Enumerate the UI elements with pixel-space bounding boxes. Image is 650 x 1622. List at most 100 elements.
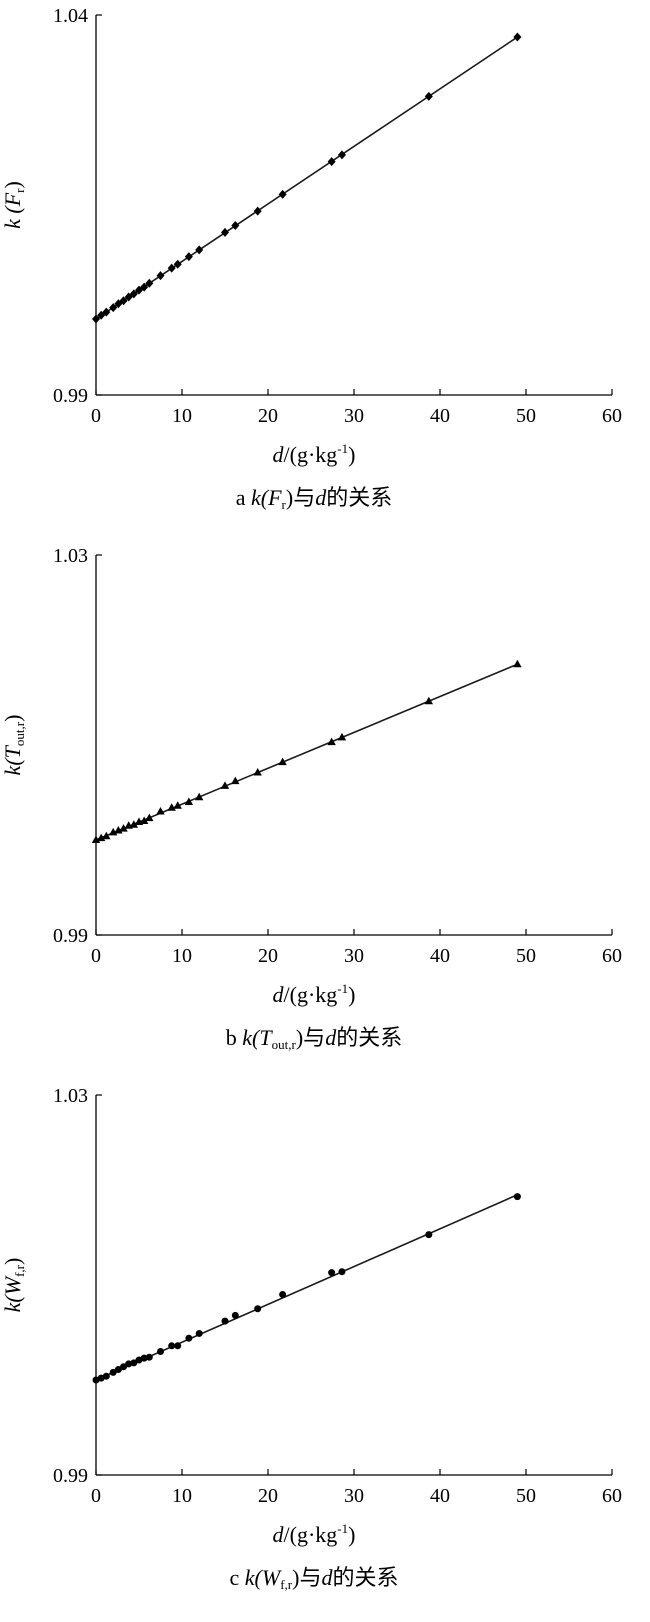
chart_data-1-xlabel-unit_pre: /(g·kg: [284, 982, 338, 1007]
chart_data-2-ylabel-pre: k(: [0, 1294, 25, 1313]
y-tick-label: 1.04: [53, 5, 88, 27]
data-point: [278, 757, 287, 766]
data-point: [253, 768, 262, 776]
data-point: [120, 1363, 128, 1371]
x-tick-label: 60: [602, 1485, 622, 1507]
chart_data-2-ylabel-post: ): [0, 1258, 25, 1265]
y-axis-title: k(Tout,r): [0, 715, 27, 776]
chart_data-2-caption-mid: 与: [299, 1565, 321, 1590]
data-point: [231, 1311, 239, 1319]
chart_data-0-caption-pre: k(: [251, 485, 270, 510]
chart_data-0-ylabel-sub: r: [12, 188, 27, 193]
data-point: [139, 816, 149, 824]
chart_data-1-caption-mid: 与: [303, 1025, 325, 1050]
x-tick-label: 0: [91, 1485, 101, 1507]
chart_data-2-caption-sub: f,r: [280, 1577, 293, 1592]
x-axis-title: d/(g·kg-1): [273, 981, 356, 1007]
chart_data-0-caption-tail: 的关系: [326, 485, 392, 510]
data-point: [185, 1334, 193, 1342]
chart_data-2-ylabel-var: W: [0, 1275, 25, 1295]
data-point: [231, 776, 240, 785]
fit-line: [95, 36, 518, 320]
chart_data-0-xlabel-var: d: [273, 442, 285, 467]
chart-b: 0 10 20 30 40 50 600.991.03k(Tout,r)d/(g·kg-1)…: [0, 545, 622, 1052]
data-point: [157, 1348, 164, 1355]
fit-line: [95, 1194, 518, 1381]
x-tick-label: 30: [344, 945, 364, 967]
data-point: [129, 289, 138, 299]
data-point: [327, 737, 336, 746]
data-point: [231, 221, 240, 231]
data-point: [278, 189, 287, 199]
chart_data-1-caption-sub: out,r: [272, 1037, 297, 1052]
x-axis-title: d/(g·kg-1): [273, 1521, 356, 1547]
data-point: [221, 1317, 229, 1325]
x-tick-label: 40: [430, 405, 450, 427]
data-point: [195, 1329, 203, 1337]
data-point: [279, 1291, 287, 1298]
chart_data-2-xlabel-unit_post: ): [348, 1522, 355, 1547]
data-point: [424, 696, 434, 705]
data-point: [195, 245, 204, 255]
x-tick-label: 20: [258, 405, 278, 427]
data-point: [102, 307, 111, 317]
chart_data-2-caption-letter: c: [230, 1565, 245, 1590]
chart_data-0-xlabel-unit_pre: /(g·kg: [284, 442, 338, 467]
chart_data-2-xlabel-sup: -1: [337, 1521, 348, 1536]
data-point: [195, 792, 204, 801]
chart_data-1-caption-post: ): [296, 1025, 303, 1050]
chart-c: 0 10 20 30 40 50 600.991.03k(Wf,r)d/(g·kg-1)c …: [0, 1085, 622, 1592]
data-point: [96, 833, 106, 842]
data-point: [109, 303, 118, 313]
x-tick-label: 30: [344, 405, 364, 427]
data-point: [221, 227, 229, 237]
chart_data-0-caption-post: ): [286, 485, 293, 510]
data-point: [513, 659, 522, 668]
data-point: [513, 1193, 521, 1201]
data-point: [184, 797, 194, 805]
chart_data-1-xlabel-var: d: [273, 982, 285, 1007]
data-point: [167, 803, 176, 811]
data-point: [337, 150, 346, 160]
x-tick-label: 50: [516, 945, 536, 967]
x-tick-label: 10: [172, 1485, 192, 1507]
chart_data-0-ylabel-var: F: [0, 192, 25, 207]
chart_data-2-xlabel-var: d: [273, 1522, 285, 1547]
chart_data-1-ylabel-post: ): [0, 715, 25, 722]
data-point: [156, 271, 165, 281]
x-tick-label: 60: [602, 405, 622, 427]
data-point: [337, 732, 347, 741]
data-point: [140, 1354, 148, 1362]
data-point: [327, 157, 336, 167]
data-point: [168, 1342, 176, 1350]
y-axis-title: k(Wf,r): [0, 1258, 27, 1313]
data-point: [167, 263, 176, 273]
chart_data-1-caption-pre: k(: [242, 1025, 261, 1050]
data-point: [130, 1359, 138, 1367]
chart_data-2-caption-tail: 的关系: [332, 1565, 398, 1590]
data-point: [109, 1368, 117, 1376]
chart_data-2-caption-post: ): [292, 1565, 299, 1590]
chart_data-0-xlabel-sup: -1: [337, 441, 348, 456]
data-point: [220, 781, 230, 789]
data-point: [140, 282, 149, 292]
chart_data-2-ylabel-sub: f,r: [12, 1264, 27, 1277]
y-tick-label: 1.03: [53, 545, 88, 567]
chart_data-2-caption-dvar: d: [321, 1565, 333, 1590]
data-point: [145, 813, 154, 822]
y-tick-label: 1.03: [53, 1085, 88, 1107]
data-point: [425, 1231, 433, 1239]
x-tick-label: 40: [430, 945, 450, 967]
data-point: [513, 32, 522, 42]
data-point: [129, 820, 139, 828]
data-point: [114, 1366, 122, 1374]
chart_data-0-ylabel-post: ): [0, 181, 25, 188]
data-point: [328, 1269, 336, 1277]
chart_data-1-caption-tail: 的关系: [336, 1025, 402, 1050]
chart_data-2-xlabel-unit_pre: /(g·kg: [284, 1522, 338, 1547]
data-point: [173, 259, 182, 269]
chart-a: 0 10 20 30 40 50 600.991.04k (Fr)d/(g·kg-1)a k…: [0, 5, 622, 512]
x-tick-label: 10: [172, 405, 192, 427]
data-point: [174, 1342, 182, 1350]
data-point: [156, 807, 165, 815]
